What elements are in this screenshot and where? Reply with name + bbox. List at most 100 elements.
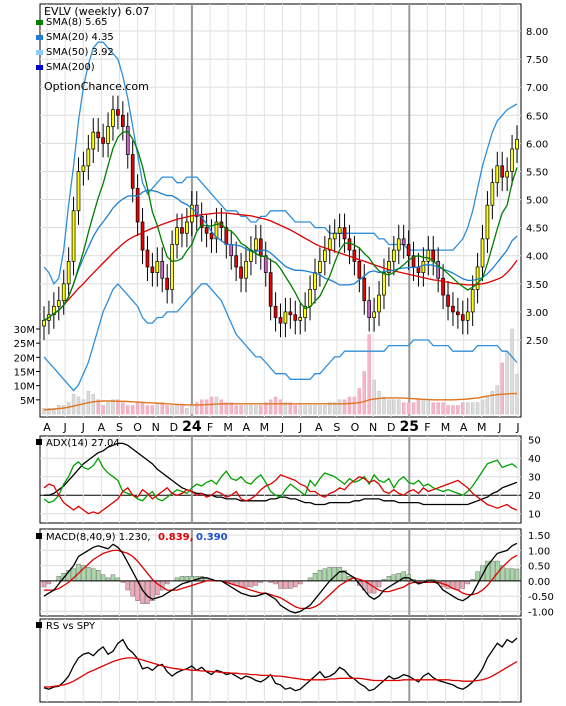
candle-body	[209, 232, 214, 240]
candle-body	[199, 216, 204, 228]
volume-bar	[466, 402, 470, 415]
volume-bar	[357, 388, 362, 415]
macd-tick-label: 1.50	[528, 531, 550, 542]
volume-bar	[175, 405, 179, 415]
candle-body	[460, 314, 465, 321]
volume-tick-label: 10M	[14, 382, 35, 393]
volume-bar	[332, 402, 337, 415]
x-tick-label: D	[170, 421, 178, 434]
candle-body	[490, 182, 495, 206]
volume-bar	[426, 399, 431, 415]
x-tick-label: A	[460, 421, 468, 434]
macd-histogram-bar	[95, 570, 101, 582]
x-tick-label: J	[280, 421, 284, 434]
candle-body	[352, 249, 357, 262]
price-tick-label: 7.50	[526, 55, 548, 66]
candle-body	[135, 187, 140, 223]
volume-bar	[392, 399, 396, 415]
volume-bar	[234, 405, 238, 415]
volume-bar	[367, 334, 371, 415]
adx-tick-label: 40	[528, 454, 541, 465]
volume-bar	[199, 399, 204, 415]
macd-tick-label: -1.00	[528, 607, 554, 618]
candle-body	[263, 255, 268, 273]
adx-label-group: ADX(14) 27.04	[36, 438, 120, 449]
x-tick-label: M	[477, 421, 487, 434]
price-panel: 8.00 7.50 7.00 6.50 6.00 5.50 5.00 4.50 4.00 3.50…	[14, 3, 548, 418]
volume-bar	[126, 405, 130, 415]
candle-body	[446, 294, 450, 307]
price-tick-label: 8.00	[526, 27, 548, 38]
macd-histogram-bar	[145, 580, 150, 604]
macd-histogram-bar	[386, 576, 392, 582]
candle-body	[71, 210, 76, 262]
candle-body	[160, 260, 165, 279]
candle-body	[327, 238, 332, 251]
legend-label: SMA(200)	[46, 62, 95, 73]
volume-bar	[116, 399, 120, 415]
volume-bar	[293, 405, 298, 415]
volume-bar	[475, 402, 480, 415]
volume-bar	[263, 402, 268, 415]
candle-body	[323, 249, 327, 262]
x-tick-label: O	[351, 421, 360, 434]
volume-bar	[480, 399, 485, 415]
macd-histogram-bar	[248, 580, 254, 588]
volume-bar	[461, 402, 465, 415]
volume-bar	[47, 408, 51, 415]
candle-body	[357, 260, 362, 279]
volume-bar	[328, 402, 332, 415]
macd-tick-label: -0.50	[528, 592, 554, 603]
volume-bar	[387, 399, 391, 415]
volume-bar	[155, 402, 160, 415]
legend-label: SMA(8) 5.65	[46, 17, 107, 28]
x-tick-label: N	[369, 421, 377, 434]
macd-histogram-bar	[283, 580, 288, 589]
macd-histogram-bar	[243, 580, 249, 588]
candle-body	[258, 238, 263, 257]
volume-bar	[101, 405, 105, 415]
legend-swatch	[36, 35, 43, 40]
x-tick-label: D	[387, 421, 395, 434]
legend-swatch	[36, 20, 43, 25]
candle-body	[234, 255, 238, 268]
candle-body	[441, 277, 445, 296]
volume-bar	[195, 402, 199, 415]
volume-bar	[66, 402, 71, 415]
volume-bar	[323, 405, 327, 415]
volume-tick-label: 20M	[14, 353, 35, 364]
volume-bar	[145, 405, 150, 415]
candle-body	[52, 305, 56, 316]
x-tick-label: J	[298, 421, 302, 434]
candle-body	[76, 171, 81, 212]
macd-histogram-bar	[110, 574, 116, 582]
adx-tick-label: 10	[528, 510, 541, 521]
volume-bar	[397, 399, 401, 415]
volume-bar	[111, 399, 115, 415]
volume-bar	[185, 408, 189, 415]
candle-body	[283, 311, 288, 324]
candle-body	[101, 137, 105, 144]
volume-bar	[337, 399, 342, 415]
macd-panel: 1.50 1.00 0.50 0.00 -0.50 -1.00	[39, 528, 554, 618]
macd-histogram-bar	[288, 580, 293, 589]
rs-label: RS vs SPY	[46, 621, 96, 632]
volume-bar	[303, 405, 307, 415]
macd-line	[43, 542, 518, 614]
macd-signal-label: 0.839,	[158, 532, 193, 543]
volume-bar	[121, 402, 125, 415]
sma8-line	[43, 130, 518, 321]
macd-signal-line	[44, 549, 518, 610]
volume-bar	[52, 408, 56, 415]
candle-body	[180, 227, 184, 234]
candle-body	[214, 221, 219, 240]
candle-body	[145, 249, 150, 268]
adx-label: ADX(14) 27.04	[46, 438, 120, 449]
volume-bar	[81, 399, 86, 415]
volume-bar	[485, 396, 490, 415]
adx-tick-label: 50	[528, 436, 541, 447]
candle-body	[96, 131, 101, 139]
volume-bar	[273, 396, 278, 415]
macd-histogram-bar	[184, 576, 190, 582]
candle-body	[515, 139, 519, 150]
